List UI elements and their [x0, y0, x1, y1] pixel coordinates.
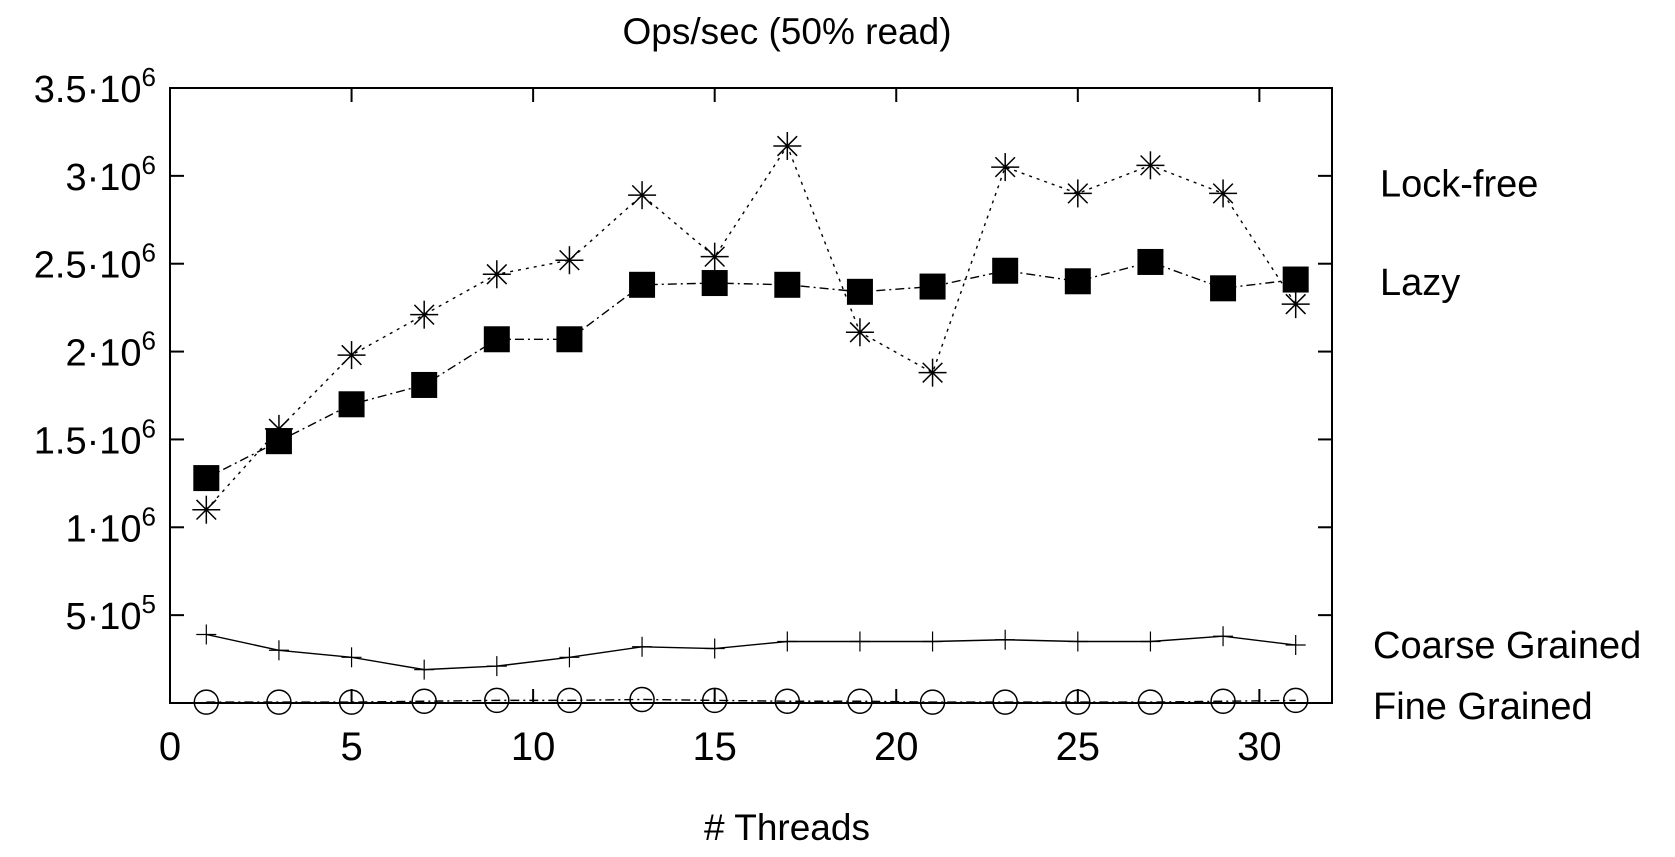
series-line	[205, 144, 1297, 511]
data-point	[704, 246, 726, 268]
data-point	[774, 688, 801, 714]
data-point	[483, 326, 510, 353]
data-point	[559, 249, 580, 271]
data-point	[193, 465, 220, 492]
data-point	[919, 689, 946, 715]
data-point	[1137, 689, 1164, 715]
data-point	[1282, 266, 1309, 293]
data-point	[846, 278, 873, 305]
data-point	[701, 270, 728, 297]
data-point	[338, 391, 365, 418]
series-lazy	[193, 248, 1309, 492]
legend-label: Lazy	[1380, 262, 1460, 304]
data-point	[629, 686, 655, 713]
y-tick-labels: 5·105 1·106 1.5·106 2·106 2.5·106 3·106 3.5·10…	[34, 62, 156, 638]
data-point	[1065, 689, 1091, 715]
data-point	[1282, 687, 1309, 714]
data-point	[1067, 183, 1089, 204]
series-line	[205, 261, 1296, 479]
data-point	[1210, 688, 1236, 714]
series-fine-grained	[193, 686, 1309, 715]
data-point	[556, 687, 583, 714]
data-point	[849, 321, 871, 343]
data-point	[1137, 248, 1164, 275]
data-point	[992, 257, 1019, 284]
data-point	[847, 688, 873, 714]
data-point	[919, 273, 946, 300]
series-coarse-grained	[196, 624, 1306, 680]
y-tick-label: 2·106	[65, 326, 156, 375]
data-point	[486, 263, 508, 285]
y-tick-label: 1.5·106	[34, 413, 156, 462]
data-point	[413, 304, 435, 326]
series-line	[206, 698, 1296, 703]
data-point	[341, 344, 362, 366]
data-point	[629, 271, 656, 298]
legend: Lock-free Lazy Coarse Grained Fine Grained	[1373, 164, 1641, 728]
y-tick-label: 3·106	[65, 150, 156, 199]
legend-label: Fine Grained	[1373, 686, 1593, 728]
y-tick-label: 3.5·106	[34, 62, 156, 111]
x-tick-label: 20	[874, 725, 919, 769]
plot-frame	[169, 87, 1333, 704]
series-layer	[192, 131, 1310, 715]
data-point	[484, 687, 510, 714]
x-tick-label: 30	[1237, 725, 1282, 769]
data-point	[338, 689, 365, 715]
y-tick-label: 2.5·106	[34, 238, 156, 287]
data-point	[411, 688, 437, 714]
data-point	[701, 687, 728, 714]
y-tick-label: 5·105	[65, 589, 156, 638]
series-line	[206, 633, 1296, 671]
x-tick-label: 5	[340, 725, 362, 769]
data-point	[631, 184, 653, 206]
x-tick-labels: 0 5 10 15 20 25 30	[159, 725, 1282, 769]
data-point	[1285, 293, 1307, 315]
data-point	[266, 689, 292, 715]
data-point	[265, 428, 292, 455]
legend-label: Lock-free	[1380, 164, 1538, 206]
series-lock-free	[192, 131, 1310, 524]
legend-label: Coarse Grained	[1373, 625, 1641, 667]
x-tick-label: 25	[1056, 725, 1101, 769]
x-tick-label: 0	[159, 725, 181, 769]
data-point	[774, 271, 801, 298]
data-point	[411, 371, 438, 398]
data-point	[776, 135, 798, 157]
x-tick-label: 15	[692, 725, 737, 769]
data-point	[556, 326, 583, 353]
data-point	[992, 689, 1018, 715]
data-point	[1212, 183, 1234, 204]
x-axis-label: # Threads	[704, 807, 870, 848]
data-point	[1140, 154, 1161, 176]
chart-title: Ops/sec (50% read)	[622, 11, 951, 52]
data-point	[1064, 268, 1091, 295]
data-point	[922, 362, 943, 383]
x-tick-label: 10	[511, 725, 556, 769]
data-point	[1210, 275, 1237, 302]
y-tick-label: 1·106	[65, 501, 156, 550]
data-point	[195, 499, 217, 521]
data-point	[193, 689, 220, 715]
data-point	[994, 156, 1016, 178]
